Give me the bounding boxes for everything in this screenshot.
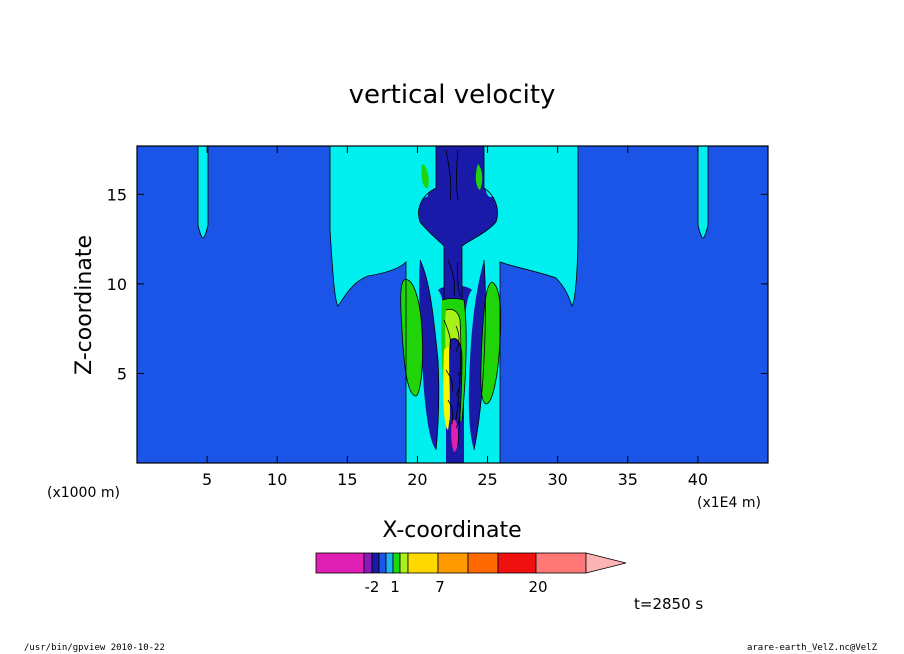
x-unit-right: (x1E4 m) xyxy=(697,495,761,511)
y-axis-label: Z-coordinate xyxy=(72,235,97,375)
x-tick-label: 25 xyxy=(477,470,497,489)
colorbar-segment xyxy=(371,552,380,574)
cyan-spike-left xyxy=(198,146,208,238)
contour-fills xyxy=(137,146,768,463)
colorbar-segment xyxy=(407,552,439,574)
chart-title: vertical velocity xyxy=(349,80,556,110)
colorbar-label: 20 xyxy=(528,578,547,596)
y-tick-label: 10 xyxy=(107,275,127,294)
dark-column-right xyxy=(468,260,486,450)
x-tick-label: 20 xyxy=(407,470,427,489)
x-axis-label: X-coordinate xyxy=(382,518,521,543)
x-tick-label: 40 xyxy=(688,470,708,489)
colorbar-segment xyxy=(385,552,394,574)
colorbar-segment xyxy=(437,552,469,574)
dark-column-left xyxy=(419,260,439,450)
footer-right: arare-earth_VelZ.nc@VelZ xyxy=(747,643,878,653)
cyan-inner-right xyxy=(485,170,495,198)
colorbar-extension xyxy=(585,552,627,574)
colorbar-segment xyxy=(392,552,401,574)
y-tick-label: 5 xyxy=(117,364,127,383)
y-tick-label: 15 xyxy=(107,185,127,204)
plot-frame xyxy=(136,145,769,464)
colorbar-segment xyxy=(467,552,499,574)
cyan-spike-right xyxy=(698,146,708,238)
colorbar-segment xyxy=(535,552,587,574)
x-tick-label: 5 xyxy=(202,470,212,489)
colorbar-segment xyxy=(378,552,387,574)
green-top-left xyxy=(421,164,429,189)
contour-lines xyxy=(197,146,709,463)
cyan-inner-left xyxy=(418,170,428,198)
colorbar-segment xyxy=(315,552,365,574)
x-tick-label: 15 xyxy=(337,470,357,489)
green-top-right xyxy=(475,164,483,190)
colorbar-labels: -2 1 7 20 xyxy=(365,578,548,596)
colorbar-segment xyxy=(399,552,409,574)
colorbar-label: -2 xyxy=(365,578,380,596)
x-axis-ticks: 5 10 15 20 25 30 35 40 xyxy=(202,146,708,489)
colorbar-label: 7 xyxy=(435,578,445,596)
colorbar xyxy=(315,552,627,574)
colorbar-segment xyxy=(497,552,537,574)
footer-left: /usr/bin/gpview 2010-10-22 xyxy=(24,643,165,653)
x-tick-label: 30 xyxy=(547,470,567,489)
x-tick-label: 35 xyxy=(618,470,638,489)
y-axis-ticks: 5 10 15 xyxy=(107,185,768,383)
x-tick-label: 10 xyxy=(267,470,287,489)
x-unit-left: (x1000 m) xyxy=(47,485,120,501)
colorbar-segment xyxy=(363,552,373,574)
time-label: t=2850 s xyxy=(634,595,703,613)
colorbar-label: 1 xyxy=(390,578,400,596)
